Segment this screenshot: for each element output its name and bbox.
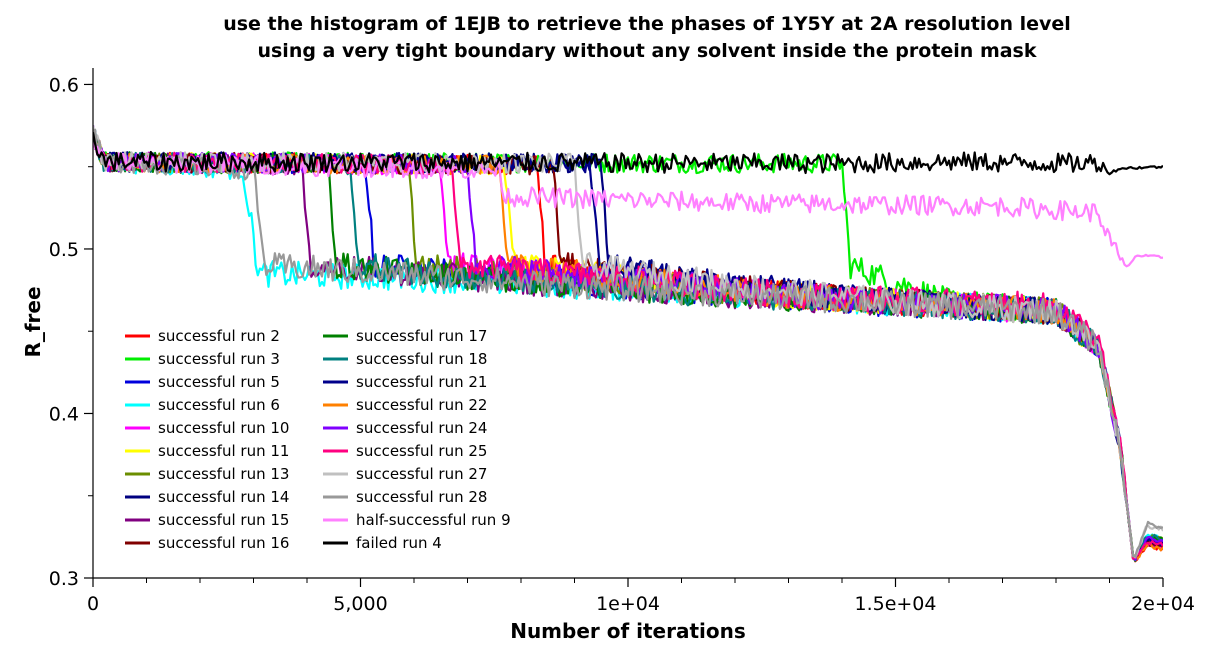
legend-label: successful run 5 xyxy=(158,373,280,391)
legend-label: successful run 13 xyxy=(158,465,289,483)
x-tick-label: 1e+04 xyxy=(596,593,660,615)
legend-item: successful run 25 xyxy=(323,442,487,460)
x-tick-label: 5,000 xyxy=(333,593,387,615)
tick-marks: 0 5,000 1e+04 1.5e+04 2e+04 0.3 0.4 0.5 0.6 xyxy=(49,74,1195,615)
legend-item: successful run 11 xyxy=(125,442,289,460)
chart-title: use the histogram of 1EJB to retrieve th… xyxy=(223,13,1071,62)
legend-item: successful run 21 xyxy=(323,373,487,391)
legend-label: successful run 24 xyxy=(356,419,487,437)
legend-label: successful run 3 xyxy=(158,350,280,368)
legend-item: successful run 17 xyxy=(323,327,487,345)
legend-item: successful run 6 xyxy=(125,396,280,414)
x-tick-label: 2e+04 xyxy=(1131,593,1195,615)
legend-item: successful run 13 xyxy=(125,465,289,483)
x-axis-label: Number of iterations xyxy=(510,619,746,643)
series-line-20 xyxy=(93,132,1163,176)
series-line-19 xyxy=(93,136,1163,268)
x-tick-label: 0 xyxy=(87,593,99,615)
legend-label: successful run 28 xyxy=(356,488,487,506)
legend-item: successful run 3 xyxy=(125,350,280,368)
plot-area xyxy=(93,125,1163,563)
legend-item: successful run 2 xyxy=(125,327,280,345)
legend-label: successful run 21 xyxy=(356,373,487,391)
y-tick-label: 0.5 xyxy=(49,239,79,261)
chart-title-line-1: use the histogram of 1EJB to retrieve th… xyxy=(223,13,1071,35)
legend-item: successful run 16 xyxy=(125,534,289,552)
legend-label: successful run 27 xyxy=(356,465,487,483)
legend-item: successful run 10 xyxy=(125,419,289,437)
legend-label: successful run 18 xyxy=(356,350,487,368)
y-tick-label: 0.4 xyxy=(49,403,79,425)
legend-label: successful run 14 xyxy=(158,488,289,506)
y-axis-label: R_free xyxy=(21,286,45,357)
legend-item: half-successful run 9 xyxy=(323,511,511,529)
legend: successful run 2 successful run 3 successf… xyxy=(125,327,511,552)
legend-label: successful run 6 xyxy=(158,396,280,414)
legend-label: successful run 17 xyxy=(356,327,487,345)
legend-item: successful run 14 xyxy=(125,488,289,506)
legend-item: successful run 22 xyxy=(323,396,487,414)
x-tick-label: 1.5e+04 xyxy=(854,593,936,615)
legend-item: failed run 4 xyxy=(323,534,442,552)
legend-item: successful run 27 xyxy=(323,465,487,483)
legend-item: successful run 28 xyxy=(323,488,487,506)
legend-label: successful run 10 xyxy=(158,419,289,437)
legend-label: half-successful run 9 xyxy=(356,511,511,529)
legend-item: successful run 18 xyxy=(323,350,487,368)
legend-label: successful run 22 xyxy=(356,396,487,414)
legend-label: successful run 25 xyxy=(356,442,487,460)
legend-label: successful run 15 xyxy=(158,511,289,529)
legend-label: successful run 2 xyxy=(158,327,280,345)
legend-item: successful run 15 xyxy=(125,511,289,529)
legend-label: successful run 16 xyxy=(158,534,289,552)
series-line-18 xyxy=(93,128,1163,558)
legend-label: failed run 4 xyxy=(356,534,442,552)
chart-title-line-2: using a very tight boundary without any … xyxy=(257,40,1036,62)
legend-label: successful run 11 xyxy=(158,442,289,460)
y-tick-label: 0.3 xyxy=(49,568,79,590)
y-tick-label: 0.6 xyxy=(49,74,79,96)
legend-item: successful run 5 xyxy=(125,373,280,391)
legend-item: successful run 24 xyxy=(323,419,487,437)
